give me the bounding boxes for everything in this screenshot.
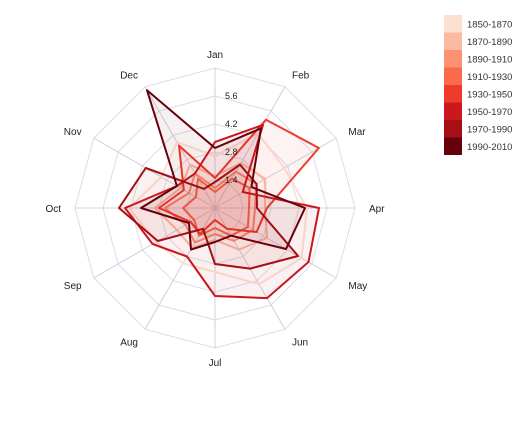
axis-label-aug: Aug — [120, 337, 138, 348]
radial-tick-label: 1.4 — [225, 175, 238, 185]
legend-swatch — [444, 137, 462, 155]
legend-swatch — [444, 32, 462, 50]
axis-label-nov: Nov — [64, 127, 82, 138]
axis-label-jul: Jul — [209, 358, 222, 369]
grid-spoke — [93, 137, 216, 209]
axis-label-apr: Apr — [369, 204, 385, 215]
grid-spoke — [214, 137, 337, 209]
axis-label-oct: Oct — [45, 204, 61, 215]
axis-label-dec: Dec — [120, 71, 138, 82]
axis-label-feb: Feb — [292, 71, 310, 82]
grid-spoke — [214, 207, 337, 279]
legend-swatch — [444, 102, 462, 120]
series-polygon — [158, 118, 320, 235]
legend-label: 1850-1870 — [467, 19, 512, 30]
series-polygon — [140, 89, 306, 251]
legend-label: 1910-1930 — [467, 72, 512, 83]
legend-swatch — [444, 15, 462, 33]
radial-tick-label: 4.2 — [225, 119, 238, 129]
axis-label-sep: Sep — [64, 281, 82, 292]
axis-labels: 1.4 2.8 4.2 5.6 Jan Feb Mar Apr May Jun Jul Aug Sep O… — [45, 50, 385, 369]
series-polygon — [182, 177, 251, 237]
legend-label: 1930-1950 — [467, 89, 512, 100]
radar-series-layer — [118, 89, 320, 300]
legend-label: 1890-1910 — [467, 54, 512, 65]
legend-label: 1990-2010 — [467, 142, 512, 153]
axis-label-may: May — [348, 281, 367, 292]
series-polygon — [128, 132, 308, 286]
legend-label: 1870-1890 — [467, 37, 512, 48]
grid-spoke — [214, 86, 286, 209]
legend: 1850-1870 1870-1890 1890-1910 1910-1930 1930… — [444, 15, 512, 155]
legend-label: 1970-1990 — [467, 124, 512, 135]
legend-swatch — [444, 120, 462, 138]
radial-tick-label: 5.6 — [225, 91, 238, 101]
legend-swatch — [444, 85, 462, 103]
axis-label-mar: Mar — [348, 127, 366, 138]
legend-swatch — [444, 67, 462, 85]
axis-label-jun: Jun — [292, 337, 308, 348]
legend-label: 1950-1970 — [467, 107, 512, 118]
series-polygon — [118, 163, 300, 270]
legend-swatch — [444, 50, 462, 68]
axis-label-jan: Jan — [207, 50, 223, 61]
radial-tick-label: 2.8 — [225, 147, 238, 157]
